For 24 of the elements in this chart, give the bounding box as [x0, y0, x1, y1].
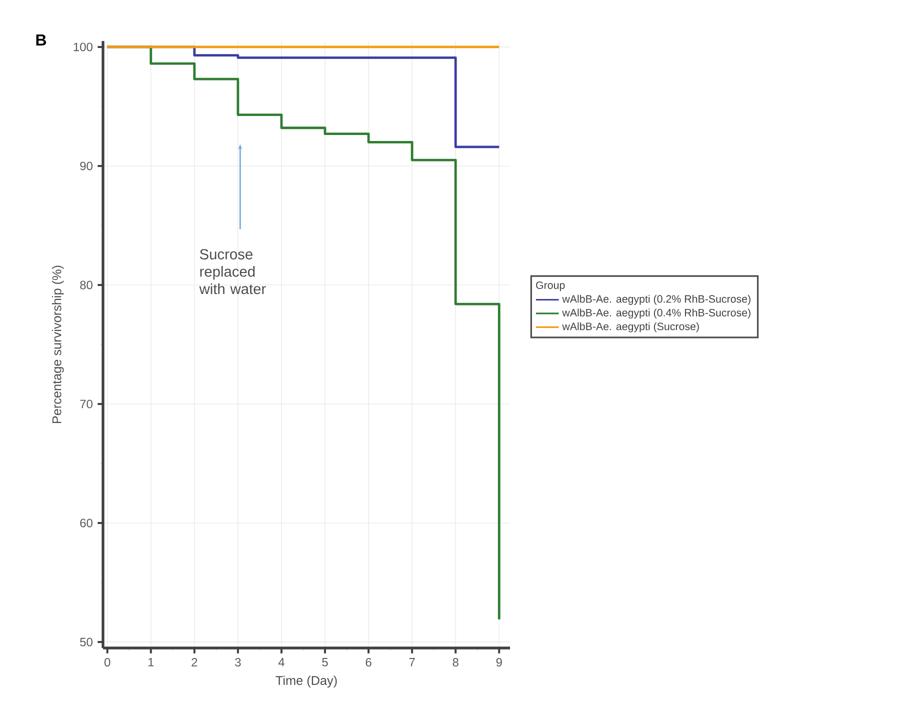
x-tick-label: 0	[104, 658, 110, 667]
x-tick-label: 7	[409, 658, 415, 666]
x-tick-label: 3	[235, 658, 241, 667]
chart-title: B	[36, 34, 46, 46]
y-tick-label: 90	[80, 162, 92, 170]
legend-label: wAlbB-Ae. aegypti (0.4% RhB-Sucrose)	[562, 308, 750, 319]
y-tick-label: 80	[80, 280, 92, 290]
x-tick-label: 2	[192, 658, 198, 666]
x-tick-label: 6	[366, 658, 372, 667]
x-tick-label: 8	[452, 658, 458, 667]
legend-label: wAlbB-Ae. aegypti (Sucrose)	[562, 322, 699, 332]
y-tick-label: 50	[80, 638, 92, 646]
y-tick-label: 100	[74, 42, 92, 52]
annotation: Sucrose replaced with water	[199, 249, 266, 294]
x-tick-label: 5	[322, 658, 328, 666]
y-tick-label: 60	[80, 518, 92, 528]
y-axis-title: Percentage survivorship (%)	[52, 266, 64, 424]
legend-label: wAlbB-Ae. aegypti (0.2% RhB-Sucrose)	[562, 294, 750, 305]
x-tick-label: 1	[148, 658, 154, 666]
x-tick-label: 4	[278, 658, 284, 666]
x-axis-title: Time (Day)	[276, 676, 337, 688]
x-tick-label: 9	[496, 658, 502, 667]
legend-title: Group	[536, 281, 565, 292]
y-tick-label: 70	[80, 400, 92, 408]
